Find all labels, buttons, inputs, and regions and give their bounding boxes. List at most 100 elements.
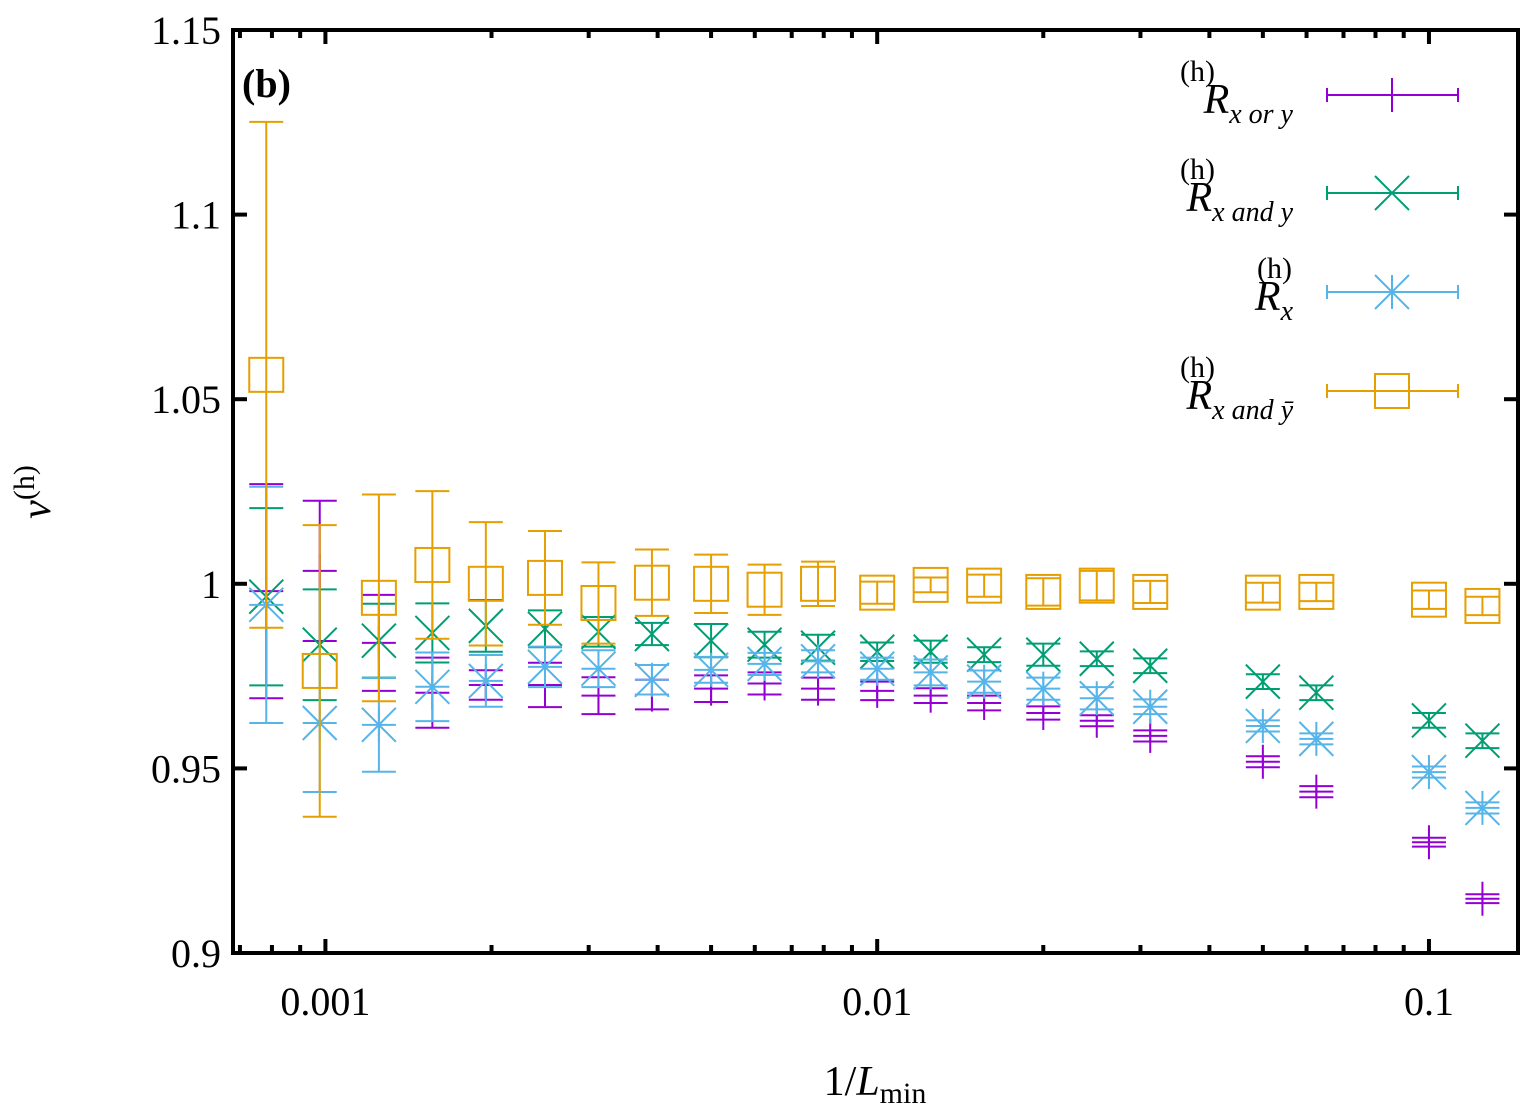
data-point	[467, 521, 504, 647]
square-marker	[301, 652, 338, 689]
data-point	[1464, 587, 1501, 624]
square-marker	[1132, 573, 1169, 610]
data-point	[693, 553, 730, 614]
square-marker	[746, 571, 783, 608]
data-point	[912, 634, 949, 670]
square-marker	[414, 546, 451, 583]
legend-label: Rx and y	[1185, 175, 1293, 228]
data-point	[966, 663, 1002, 700]
data-point	[414, 651, 451, 723]
cross-marker-stroke	[693, 622, 729, 659]
data-point	[800, 560, 837, 607]
legend-label: Rx or y	[1203, 77, 1294, 130]
legend: Rx or y(h)Rx and y(h)Rx(h)Rx and ȳ(h)	[1180, 55, 1459, 426]
y-tick-label: 1.1	[171, 193, 221, 238]
legend-label: Rx	[1254, 274, 1294, 327]
data-point	[361, 676, 397, 773]
y-axis-label: ν(h)	[8, 465, 60, 519]
legend-label-sup: (h)	[1180, 351, 1215, 384]
y-tick-label: 1.15	[151, 8, 221, 53]
star-marker-stroke	[361, 707, 397, 743]
square-marker	[1244, 574, 1281, 611]
data-point	[580, 649, 617, 689]
data-point	[1133, 718, 1168, 753]
data-point	[468, 654, 504, 708]
cross-marker-stroke	[634, 616, 670, 652]
panel-label: (b)	[242, 61, 291, 106]
data-point	[1245, 663, 1281, 700]
data-point	[580, 561, 617, 645]
cross-marker-stroke	[912, 634, 949, 670]
data-point	[1299, 774, 1334, 809]
legend-label-sup: (h)	[1257, 252, 1292, 285]
star-marker-stroke	[746, 646, 783, 682]
star-marker-stroke	[1464, 790, 1501, 826]
data-point	[800, 643, 836, 680]
data-point	[912, 654, 949, 691]
legend-item: Rx and y(h)	[1180, 153, 1459, 228]
legend-label-sup: (h)	[1180, 55, 1215, 88]
data-point	[966, 636, 1002, 673]
star-marker-stroke	[634, 662, 670, 698]
square-marker	[1078, 567, 1115, 604]
square-marker	[1298, 573, 1335, 610]
data-point	[859, 651, 895, 687]
y-tick-label: 0.9	[171, 931, 221, 976]
data-point	[1132, 648, 1168, 684]
cross-marker-stroke	[1464, 723, 1501, 759]
data-point	[1025, 636, 1061, 673]
data-point	[634, 662, 670, 698]
data-point	[1411, 754, 1447, 790]
cross-marker-stroke	[1374, 175, 1410, 211]
y-tick-label: 1.05	[151, 377, 221, 422]
data-point	[633, 548, 670, 617]
data-point	[1244, 574, 1281, 611]
data-point	[527, 645, 563, 689]
data-point	[360, 493, 397, 703]
data-point	[1079, 641, 1115, 677]
square-marker	[526, 559, 563, 596]
data-point	[634, 616, 670, 652]
data-point	[746, 646, 783, 682]
square-marker	[912, 566, 949, 603]
data-point	[912, 566, 949, 603]
data-point	[1465, 881, 1500, 916]
cross-marker-stroke	[1132, 648, 1168, 684]
data-point	[248, 120, 285, 629]
data-point	[859, 574, 896, 611]
star-marker-stroke	[1374, 274, 1410, 310]
star-marker-stroke	[1025, 670, 1061, 707]
square-marker	[248, 356, 285, 393]
data-point	[693, 652, 729, 688]
data-point	[1464, 790, 1501, 826]
y-tick-label: 0.95	[151, 746, 221, 791]
square-marker	[580, 584, 617, 621]
star-marker-stroke	[1132, 689, 1168, 725]
data-point	[1245, 744, 1280, 779]
star-marker-stroke	[1411, 754, 1447, 790]
square-marker	[467, 565, 504, 602]
data-point	[1025, 670, 1061, 707]
star-marker-stroke	[800, 643, 836, 680]
series-3	[248, 120, 1501, 818]
square-marker	[859, 574, 896, 611]
square-marker	[693, 565, 730, 602]
square-marker	[1410, 581, 1447, 618]
data-point	[1298, 573, 1335, 610]
cross-marker-stroke	[1298, 675, 1335, 711]
cross-marker-stroke	[527, 611, 563, 647]
data-point	[1411, 825, 1446, 860]
star-marker-stroke	[859, 651, 895, 687]
data-point	[1245, 708, 1281, 744]
star-marker-stroke	[966, 663, 1002, 700]
data-point	[1132, 573, 1169, 610]
y-tick-label: 1	[201, 562, 221, 607]
data-point	[1464, 723, 1501, 759]
data-point	[414, 490, 451, 640]
cross-marker-stroke	[966, 636, 1002, 673]
data-point	[526, 530, 563, 626]
axis-ticks: 0.9 0.95 1 1.05 1.1 1.15 0.001 0.01 0.1	[151, 8, 1518, 1024]
data-point	[1298, 675, 1335, 711]
data-point	[746, 563, 783, 616]
